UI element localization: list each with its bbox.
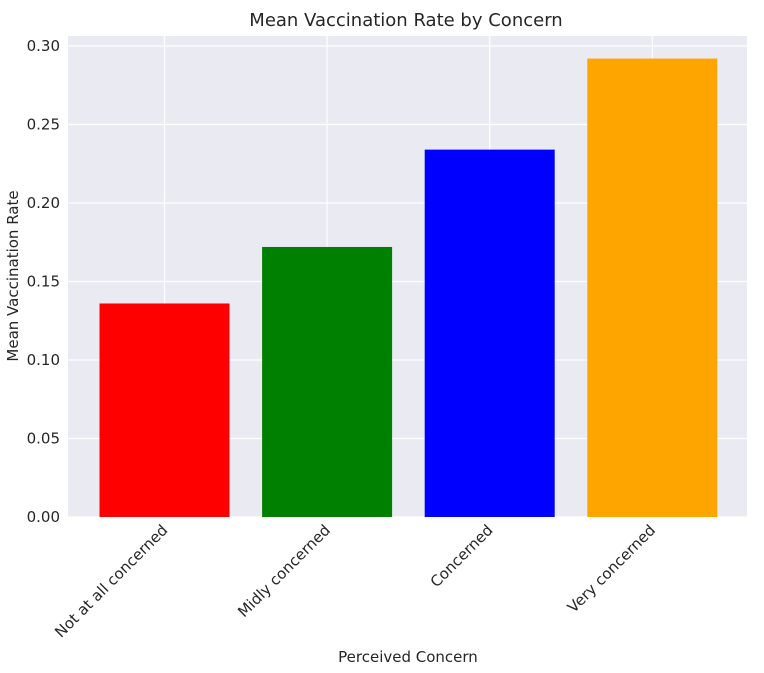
chart-title: Mean Vaccination Rate by Concern: [249, 10, 562, 31]
bar-4: [587, 58, 718, 518]
y-tick-label: 0.15: [27, 273, 60, 291]
y-tick-label: 0.00: [27, 508, 60, 526]
bar-1: [99, 303, 230, 517]
y-tick-label: 0.30: [27, 37, 60, 55]
y-tick-label: 0.05: [27, 430, 60, 448]
x-tick-labels: Not at all concerned Midly concerned Conce…: [51, 521, 659, 641]
bar-3: [424, 149, 555, 517]
x-tick-label: Midly concerned: [234, 521, 334, 621]
bars: [99, 58, 718, 518]
x-tick-label: Very concerned: [564, 521, 659, 616]
x-tick-label: Concerned: [427, 521, 497, 591]
y-tick-label: 0.10: [27, 351, 60, 369]
y-axis-label: Mean Vaccination Rate: [4, 190, 22, 361]
x-tick-label: Not at all concerned: [51, 521, 171, 641]
y-tick-label: 0.25: [27, 116, 60, 134]
y-tick-labels: 0.00 0.05 0.10 0.15 0.20 0.25 0.30: [27, 37, 60, 526]
bar-2: [262, 246, 393, 517]
y-tick-label: 0.20: [27, 194, 60, 212]
x-axis-label: Perceived Concern: [338, 648, 478, 666]
